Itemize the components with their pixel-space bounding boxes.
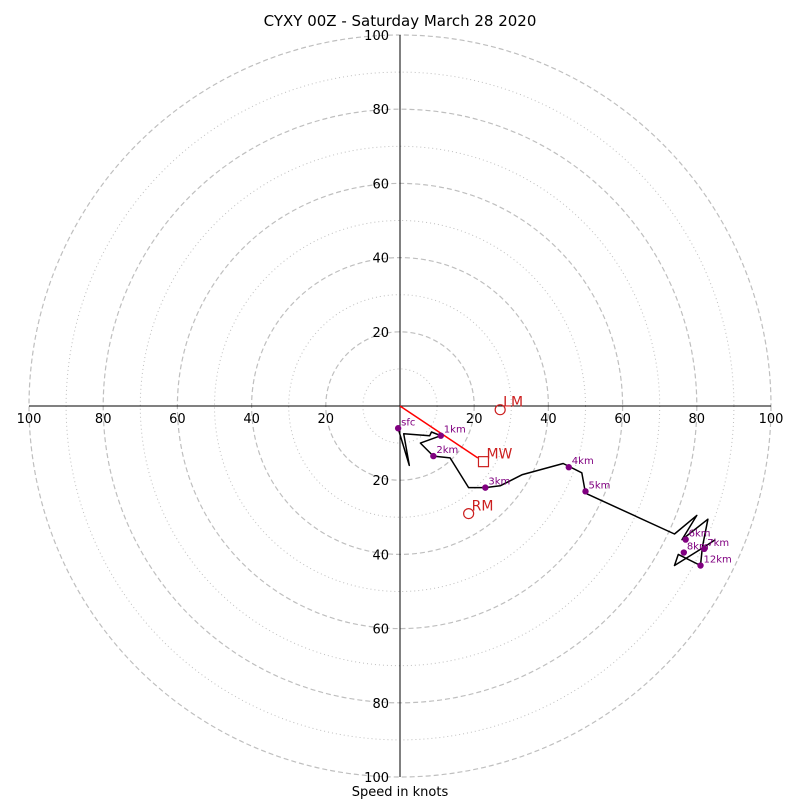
storm-motion-label: MW [486, 447, 512, 463]
storm-motion-label: RM [472, 499, 494, 515]
y-tick-label: 80 [372, 103, 389, 118]
y-tick-label: 20 [372, 326, 389, 341]
tick-labels: 100 80 60 40 20 20 40 60 80 100 100 80 60 40 20 20 40 60 8… [17, 29, 784, 786]
height-marker-label: 4km [572, 456, 594, 467]
x-tick-label: 20 [466, 412, 483, 427]
height-marker-point [680, 549, 688, 556]
height-marker-label: 6km [689, 529, 711, 540]
x-tick-label: 40 [540, 412, 557, 427]
height-marker-label: 7km [707, 538, 729, 549]
height-marker-label: 8km [687, 542, 709, 553]
x-tick-label: 60 [169, 412, 186, 427]
y-tick-label: 100 [364, 29, 389, 44]
height-marker-label: sfc [401, 417, 415, 428]
y-tick-label: 80 [372, 697, 389, 712]
y-tick-label: 40 [372, 252, 389, 267]
height-marker-point [565, 464, 573, 471]
storm-motion-markers: LM MW RM [463, 395, 523, 520]
storm-motion-marker [463, 507, 475, 520]
y-tick-label: 20 [372, 474, 389, 489]
storm-motion-label: LM [503, 395, 523, 411]
x-tick-label: 20 [318, 412, 335, 427]
x-tick-label: 80 [95, 412, 112, 427]
height-marker-label: 3km [488, 477, 510, 488]
x-tick-label: 100 [17, 412, 42, 427]
height-marker-point [482, 484, 489, 491]
y-tick-label: 60 [372, 177, 389, 192]
y-tick-label: 60 [372, 623, 389, 638]
height-marker-point [701, 545, 708, 553]
x-tick-label: 40 [243, 412, 260, 427]
height-marker-point [394, 425, 402, 432]
y-tick-label: 100 [364, 771, 389, 786]
height-marker-point [697, 562, 704, 569]
height-marker-point [682, 536, 689, 543]
height-marker-label: 2km [436, 445, 458, 456]
x-tick-label: 60 [614, 412, 631, 427]
x-tick-label: 80 [689, 412, 706, 427]
height-marker-label: 12km [704, 555, 732, 566]
height-marker-label: 1km [444, 425, 466, 436]
height-marker-point [430, 452, 437, 460]
height-marker-point [582, 488, 589, 495]
y-tick-label: 40 [372, 548, 389, 563]
shear-vector [399, 405, 479, 459]
x-tick-label: 100 [759, 412, 784, 427]
height-marker-point [437, 432, 445, 439]
height-marker-label: 5km [589, 480, 611, 491]
shear-vector-group [399, 405, 479, 459]
x-axis-label: Speed in knots [352, 785, 449, 800]
chart-title: CYXY 00Z - Saturday March 28 2020 [264, 12, 537, 30]
storm-motion-marker [477, 456, 490, 468]
storm-motion-marker [494, 404, 506, 416]
